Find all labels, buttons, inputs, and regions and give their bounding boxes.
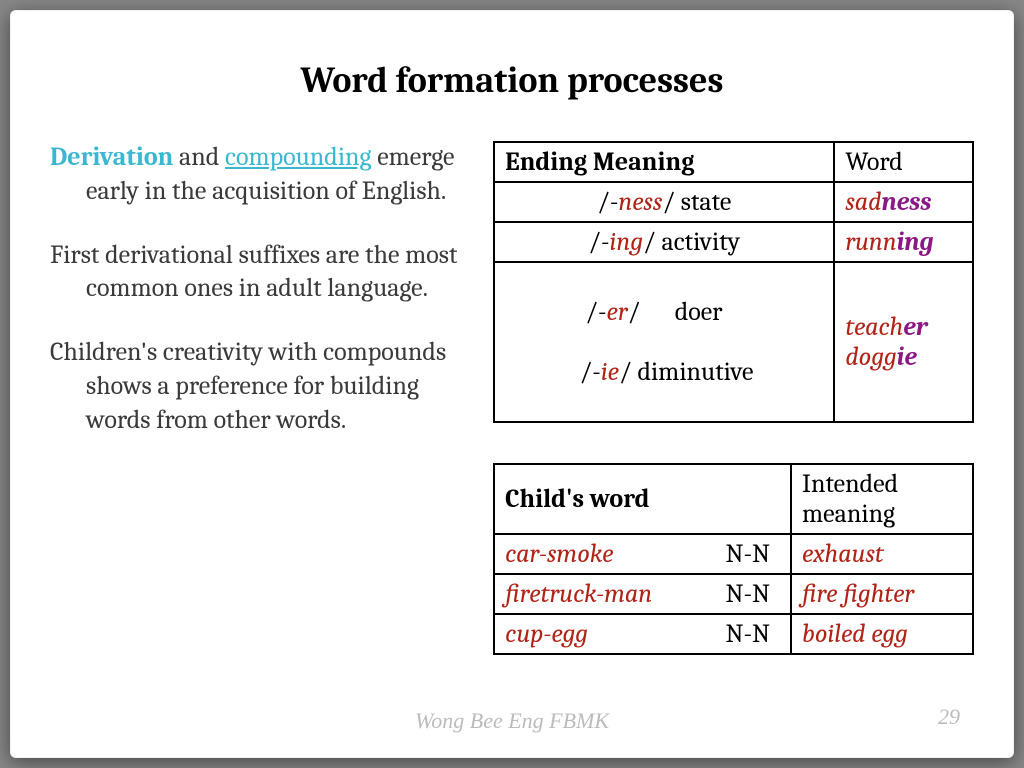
child-word-cell: firetruck-man N-N: [494, 574, 791, 614]
table-header: Child's word: [494, 464, 791, 534]
text-and: and: [173, 142, 225, 172]
word-cell: sadness: [834, 182, 973, 222]
text-post: / diminutive: [619, 357, 754, 387]
nn-tag: N-N: [725, 539, 780, 569]
nn-tag: N-N: [725, 579, 780, 609]
left-column: Derivation and compounding emerge early …: [50, 141, 473, 695]
footer-author: Wong Bee Eng FBMK: [415, 708, 609, 734]
table-header: Word: [834, 142, 973, 182]
word-base: dogg: [845, 342, 896, 372]
word-base: runn: [845, 227, 896, 257]
nn-tag: N-N: [725, 619, 780, 649]
word-suffix: ness: [881, 187, 931, 217]
word-base: teach: [845, 312, 903, 342]
term-derivation: Derivation: [50, 142, 173, 172]
text-pre: /-: [574, 357, 601, 387]
child-word: car-smoke: [505, 539, 613, 569]
table-row: cup-egg N-N boiled egg: [494, 614, 973, 654]
right-column: Ending Meaning Word /-ness/ state sadnes…: [493, 141, 974, 695]
term-compounding: compounding: [225, 142, 371, 172]
compound-table: Child's word Intended meaning car-smoke …: [493, 463, 974, 655]
word-suffix: ing: [897, 227, 934, 257]
meaning-cell: fire fighter: [791, 574, 973, 614]
suffix: ness: [618, 187, 662, 217]
paragraph-2: First derivational suffixes are the most…: [50, 239, 473, 307]
table-row: firetruck-man N-N fire fighter: [494, 574, 973, 614]
word-base: sad: [845, 187, 881, 217]
table-row: /-ness/ state sadness: [494, 182, 973, 222]
meaning-cell: boiled egg: [791, 614, 973, 654]
text-pre: /-: [597, 187, 618, 217]
child-word: firetruck-man: [505, 579, 652, 609]
meaning-cell: exhaust: [791, 534, 973, 574]
slide: Word formation processes Derivation and …: [10, 10, 1014, 758]
suffix: ie: [601, 357, 619, 387]
suffix-table: Ending Meaning Word /-ness/ state sadnes…: [493, 141, 974, 423]
table-row: car-smoke N-N exhaust: [494, 534, 973, 574]
ending-cell: /-ness/ state: [494, 182, 834, 222]
word-suffix: er: [903, 312, 927, 342]
word-cell: teacher doggie: [834, 262, 973, 422]
table-header: Intended meaning: [791, 464, 973, 534]
text-pre: /-: [574, 297, 607, 327]
paragraph-1: Derivation and compounding emerge early …: [50, 141, 473, 209]
suffix: ing: [610, 227, 644, 257]
table-row: /-er/ doer /-ie/ diminutive teacher dogg…: [494, 262, 973, 422]
content-row: Derivation and compounding emerge early …: [50, 141, 974, 695]
text-post: / state: [662, 187, 731, 217]
text-post: / activity: [643, 227, 740, 257]
table-row: /-ing/ activity running: [494, 222, 973, 262]
child-word-cell: cup-egg N-N: [494, 614, 791, 654]
child-word: cup-egg: [505, 619, 588, 649]
footer-page-number: 29: [938, 704, 960, 730]
word-cell: running: [834, 222, 973, 262]
ending-cell: /-er/ doer /-ie/ diminutive: [494, 262, 834, 422]
paragraph-3: Children's creativity with compounds sho…: [50, 336, 473, 437]
text-post: / doer: [628, 297, 723, 327]
word-suffix: ie: [897, 342, 917, 372]
table-row: Child's word Intended meaning: [494, 464, 973, 534]
suffix: er: [607, 297, 628, 327]
text-pre: /-: [588, 227, 609, 257]
table-row: Ending Meaning Word: [494, 142, 973, 182]
ending-cell: /-ing/ activity: [494, 222, 834, 262]
slide-title: Word formation processes: [50, 60, 974, 101]
table-header: Ending Meaning: [494, 142, 834, 182]
child-word-cell: car-smoke N-N: [494, 534, 791, 574]
